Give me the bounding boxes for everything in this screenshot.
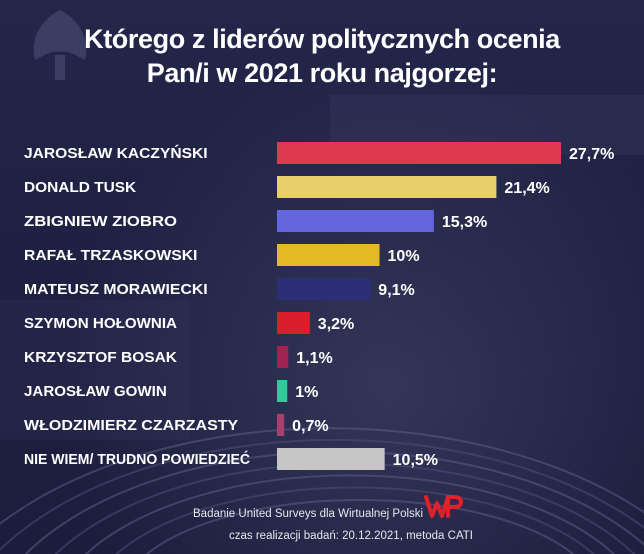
category-label: SZYMON HOŁOWNIA — [24, 316, 178, 332]
value-label: 0,7% — [292, 418, 328, 435]
wp-logo-icon — [424, 495, 463, 518]
chart-title: Którego z liderów politycznych ocenia Pa… — [0, 22, 644, 90]
bar — [277, 210, 434, 232]
value-label: 10% — [388, 248, 420, 265]
value-label: 21,4% — [504, 180, 549, 197]
value-label: 27,7% — [569, 146, 614, 163]
value-label: 10,5% — [393, 452, 438, 469]
category-label: DONALD TUSK — [24, 180, 137, 196]
value-label: 9,1% — [378, 282, 414, 299]
source-note: Badanie United Surveys dla Wirtualnej Po… — [193, 508, 424, 520]
category-label: JAROSŁAW GOWIN — [24, 384, 167, 400]
bar — [277, 312, 310, 334]
bar — [277, 176, 497, 198]
bar — [277, 380, 288, 402]
category-label: WŁODZIMIERZ CZARZASTY — [24, 418, 239, 434]
chart-title-line-2: Pan/i w 2021 roku najgorzej: — [146, 58, 498, 88]
category-label: JAROSŁAW KACZYŃSKI — [24, 145, 208, 162]
eagle-emblem-icon — [33, 10, 87, 80]
value-label: 15,3% — [442, 214, 487, 231]
chart-title-line-1: Którego z liderów politycznych ocenia — [84, 24, 560, 54]
bar — [277, 244, 380, 266]
category-label: MATEUSZ MORAWIECKI — [24, 282, 208, 298]
category-label: ZBIGNIEW ZIOBRO — [24, 214, 177, 230]
category-label: NIE WIEM/ TRUDNO POWIEDZIEĆ — [24, 450, 251, 468]
value-label: 1% — [295, 384, 318, 401]
value-label: 3,2% — [318, 316, 354, 333]
bar — [277, 448, 385, 470]
category-label: RAFAŁ TRZASKOWSKI — [24, 248, 197, 264]
bar — [277, 414, 285, 436]
bar — [277, 278, 371, 300]
category-label: KRZYSZTOF BOSAK — [24, 350, 178, 366]
bar — [277, 142, 561, 164]
value-label: 1,1% — [296, 350, 332, 367]
bar — [277, 346, 289, 368]
method-note: czas realizacji badań: 20.12.2021, metod… — [229, 530, 473, 542]
